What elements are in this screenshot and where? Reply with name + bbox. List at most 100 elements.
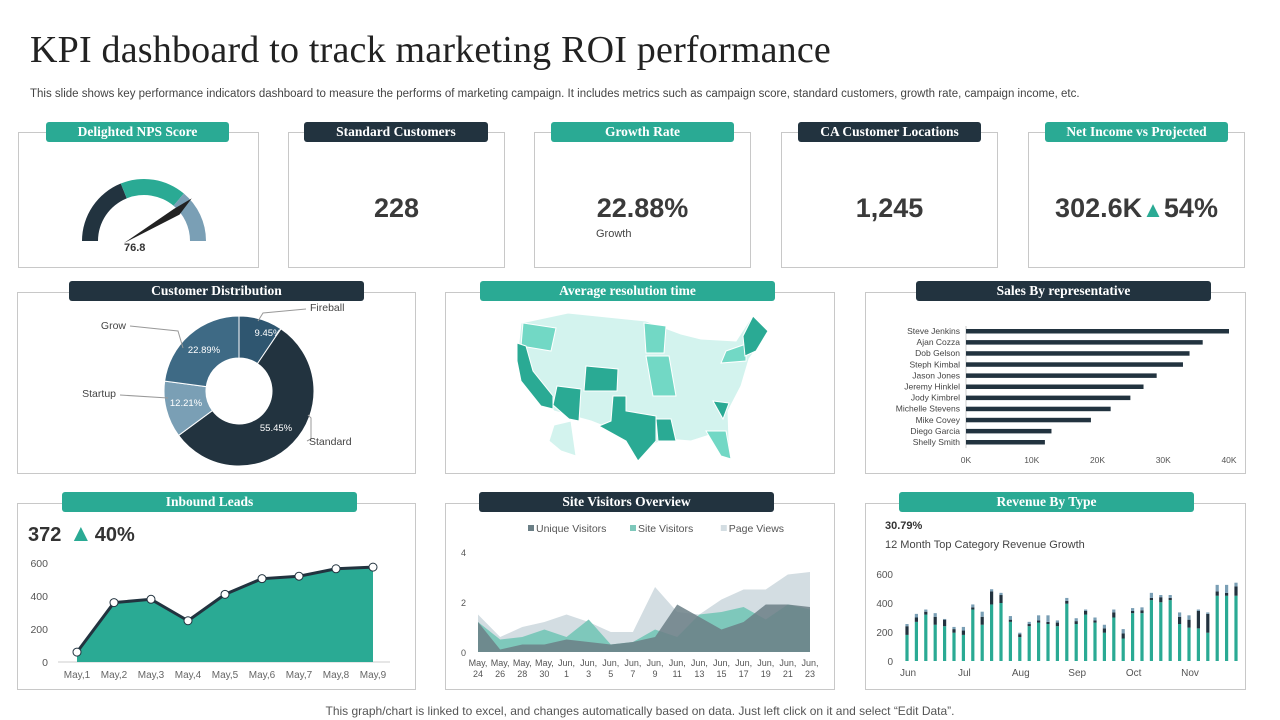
bar-label: Jeremy Hinklel [904, 382, 960, 392]
revenue-bar-segment [1027, 626, 1031, 661]
sales-bar [966, 362, 1183, 367]
revenue-header: Revenue By Type [899, 492, 1194, 512]
x-tick-label: Nov [1181, 668, 1199, 679]
revenue-bar-segment [1178, 616, 1182, 625]
x-tick-label: Sep [1068, 668, 1086, 679]
x-tick-label: May,2 [101, 670, 128, 681]
revenue-bar-segment [1065, 600, 1069, 604]
x-tick-label: May,4 [175, 670, 202, 681]
sales-bar [966, 329, 1229, 334]
revenue-bar-segment [914, 621, 918, 661]
nps-header: Delighted NPS Score [46, 122, 229, 142]
legend-swatch [720, 525, 727, 531]
revenue-bar-segment [1196, 609, 1200, 611]
revenue-bar-segment [1159, 597, 1163, 603]
sales-bar [966, 373, 1157, 378]
revenue-bar-segment [1206, 612, 1210, 614]
donut-category-label: Standard [309, 436, 352, 448]
sales-card: Steve Jenkins Ajan Cozza Dob Gelson Steph K… [865, 292, 1246, 474]
growth-rate-header: Growth Rate [551, 122, 734, 142]
x-tick-label: May, [469, 658, 488, 668]
revenue-bar-segment [1046, 615, 1050, 622]
inbound-area [77, 567, 373, 662]
revenue-bar-segment [952, 632, 956, 661]
revenue-bar-segment [1178, 624, 1182, 661]
x-tick-label: 1 [564, 669, 569, 679]
map-state-texas [597, 395, 657, 462]
sales-bar [966, 417, 1091, 423]
leader-line [119, 394, 169, 399]
legend-label: Unique Visitors [536, 523, 606, 535]
map-state-new-england [742, 315, 769, 357]
sales-bar [966, 440, 1045, 445]
revenue-bar-segment [914, 613, 918, 618]
footer-note: This graph/chart is linked to excel, and… [325, 704, 955, 718]
x-tick-label: May, [513, 658, 532, 668]
revenue-bar-segment [1008, 619, 1012, 622]
x-tick-label: May,5 [212, 670, 239, 681]
revenue-bar-segment [943, 618, 947, 620]
map-alaska [548, 420, 577, 457]
standard-customers-value: 228 [373, 193, 420, 223]
revenue-bar-segment [1112, 617, 1116, 661]
x-tick-label: May,8 [323, 670, 350, 681]
inbound-point [220, 589, 230, 599]
revenue-bar-segment [1140, 607, 1144, 611]
revenue-bar-segment [1074, 618, 1078, 622]
revenue-bar-segment [1131, 613, 1135, 661]
revenue-bar-segment [961, 626, 965, 631]
x-tick-label: Jun, [713, 658, 730, 668]
x-tick-label: Jun, [735, 658, 752, 668]
revenue-bar-segment [1084, 609, 1088, 611]
revenue-bar-segment [1225, 592, 1229, 596]
revenue-bar-segment [1046, 624, 1050, 661]
revenue-bar-segment [924, 611, 928, 615]
x-tick-label: 7 [630, 669, 635, 679]
resolution-map-header: Average resolution time [480, 281, 775, 301]
revenue-bar-segment [1037, 622, 1041, 661]
revenue-bar-segment [971, 609, 975, 661]
y-tick-label: 400 [876, 599, 893, 610]
revenue-bar-segment [943, 626, 947, 661]
inbound-point [257, 574, 267, 584]
revenue-bar-segment [1140, 613, 1144, 661]
revenue-bar-segment [1037, 615, 1041, 621]
revenue-bar-segment [1206, 613, 1210, 633]
revenue-bar-segment [1149, 597, 1153, 601]
revenue-bar-segment [990, 591, 994, 605]
x-tick-label: May,9 [360, 670, 387, 681]
revenue-bar-segment [1093, 622, 1097, 661]
revenue-bar-segment [1234, 595, 1238, 661]
revenue-bar-segment [1093, 617, 1097, 621]
x-tick-label: Jun, [801, 658, 818, 668]
revenue-bar-segment [961, 630, 965, 635]
revenue-bar-segment [1037, 620, 1041, 623]
revenue-bar-segment [1027, 621, 1031, 625]
revenue-bar-segment [1215, 591, 1219, 596]
x-tick-label: 10K [1024, 455, 1039, 465]
revenue-bar-segment [1234, 586, 1238, 596]
inbound-leads-header: Inbound Leads [62, 492, 357, 512]
net-income-card: 302.6K▲54% [1028, 132, 1245, 268]
revenue-bar-segment [943, 619, 947, 627]
site-visitors-header: Site Visitors Overview [479, 492, 774, 512]
inbound-point [72, 647, 82, 657]
x-tick-label: May,6 [249, 670, 276, 681]
site-visitors-chart: 024May,24May,26May,28May,30Jun,1Jun,3Jun… [461, 523, 819, 679]
revenue-bar-segment [1178, 612, 1182, 617]
bar-label: Mike Covey [916, 415, 961, 425]
inbound-point [294, 571, 304, 581]
revenue-bar-segment [1159, 595, 1163, 598]
revenue-bar-segment [1187, 619, 1191, 628]
y-tick-label: 200 [876, 628, 893, 639]
growth-rate-card: 22.88% Growth [534, 132, 751, 268]
bar-label: Steve Jenkins [907, 326, 960, 336]
revenue-bar-segment [1131, 610, 1135, 614]
legend-swatch [630, 525, 636, 531]
revenue-bar-segment [1018, 632, 1022, 635]
net-income-change: 54% [1163, 193, 1218, 223]
map-state-colorado [583, 365, 619, 392]
x-tick-label: 15 [716, 669, 726, 679]
x-tick-label: 9 [653, 669, 658, 679]
revenue-bar-segment [1018, 634, 1022, 638]
